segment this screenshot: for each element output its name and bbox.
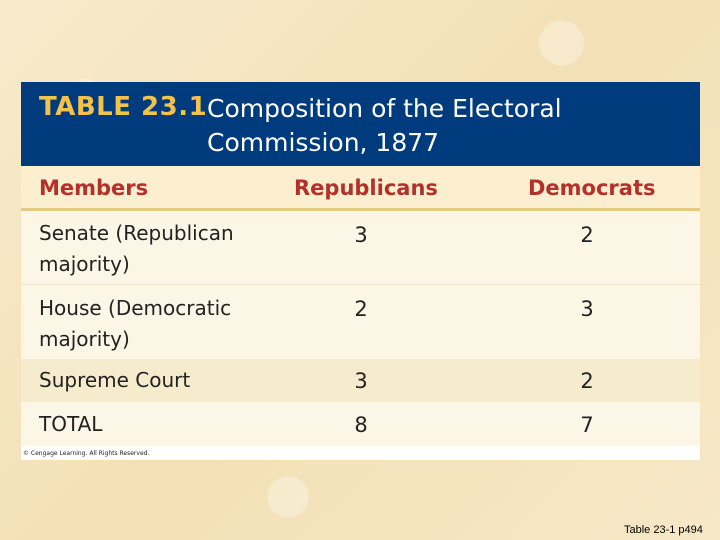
member-label: Supreme Court bbox=[39, 368, 191, 392]
table-row: House (Democratic majority) 2 3 bbox=[21, 284, 700, 360]
republicans-value: 3 bbox=[354, 369, 368, 393]
member-label: House (Democratic majority) bbox=[39, 296, 232, 351]
democrats-value: 7 bbox=[580, 413, 594, 437]
table-number: TABLE 23.1 bbox=[39, 92, 208, 122]
table-header: TABLE 23.1 Composition of the Electoral … bbox=[21, 82, 700, 166]
table-title: Composition of the Electoral Commission,… bbox=[207, 94, 562, 157]
column-header-republicans: Republicans bbox=[294, 176, 438, 200]
table-card: TABLE 23.1 Composition of the Electoral … bbox=[21, 82, 700, 460]
republicans-value: 2 bbox=[354, 297, 368, 321]
table-row: Senate (Republican majority) 3 2 bbox=[21, 211, 700, 284]
democrats-value: 3 bbox=[580, 297, 594, 321]
copyright-note: © Cengage Learning. All Rights Reserved. bbox=[23, 450, 150, 457]
democrats-value: 2 bbox=[580, 223, 594, 247]
member-label: TOTAL bbox=[39, 412, 103, 436]
democrats-value: 2 bbox=[580, 369, 594, 393]
republicans-value: 8 bbox=[354, 413, 368, 437]
republicans-value: 3 bbox=[354, 223, 368, 247]
column-header-members: Members bbox=[39, 176, 149, 200]
table-row: Supreme Court 3 2 bbox=[21, 359, 700, 402]
member-label: Senate (Republican majority) bbox=[39, 221, 234, 276]
column-header-row: Members Republicans Democrats bbox=[21, 166, 700, 211]
slide-caption: Table 23-1 p494 bbox=[624, 524, 703, 536]
column-header-democrats: Democrats bbox=[528, 176, 656, 200]
table-row: TOTAL 8 7 bbox=[21, 402, 700, 446]
